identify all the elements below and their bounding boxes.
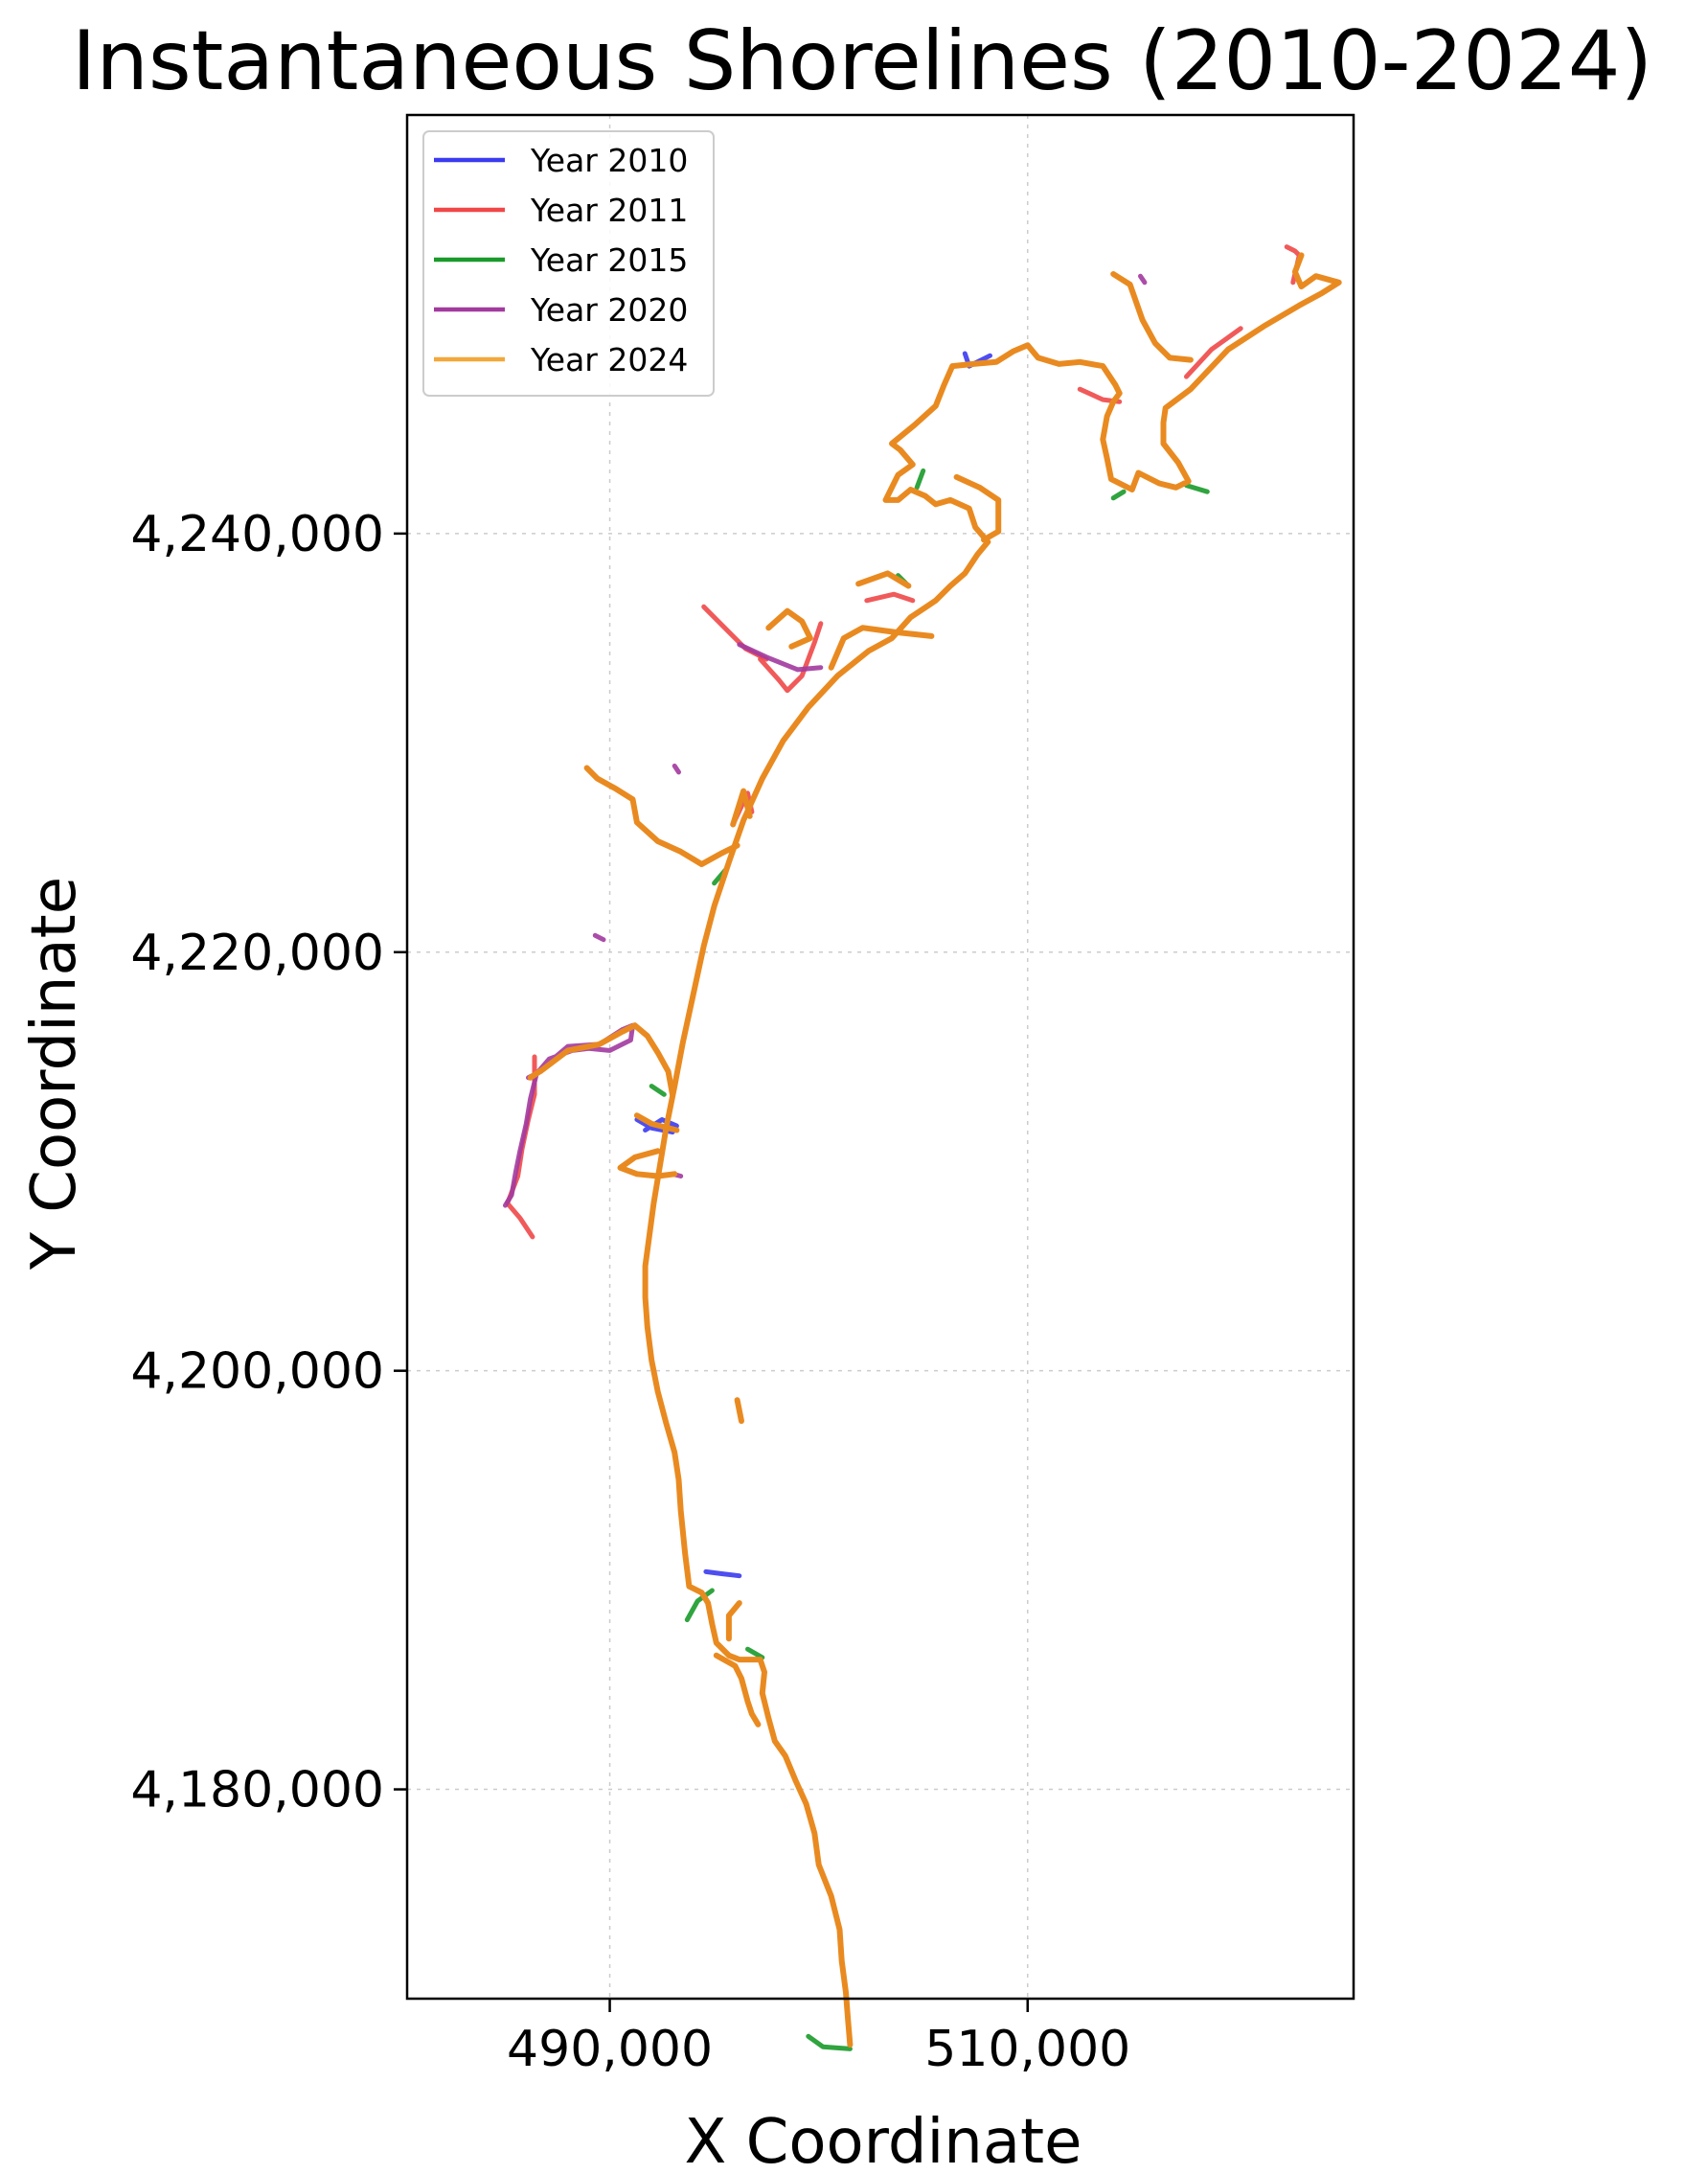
series-segment-year-2024 [617, 1148, 678, 1179]
series-segment-year-2011 [758, 621, 824, 694]
y-tick-label: 4,220,000 [130, 925, 384, 982]
series-segment-year-2015 [1110, 489, 1127, 501]
series-layer [503, 244, 1342, 2051]
legend-label-year-2020: Year 2020 [530, 291, 688, 329]
legend: Year 2010 Year 2011 Year 2015 Year 2020 Year… [422, 130, 715, 397]
y-tick-label: 4,180,000 [130, 1762, 384, 1819]
series-segment-year-2015 [914, 468, 926, 491]
legend-box [422, 130, 715, 397]
y-tick-label: 4,240,000 [130, 506, 384, 563]
series-segment-year-2024 [1110, 271, 1194, 363]
series-segment-year-2024 [765, 607, 813, 650]
series-segment-year-2015 [684, 1588, 715, 1623]
legend-label-year-2011: Year 2011 [530, 192, 688, 229]
x-tick-label: 490,000 [507, 2021, 713, 2078]
series-segment-year-2024 [855, 570, 912, 589]
plot-frame [405, 113, 1355, 2001]
series-segment-year-2020 [1138, 273, 1148, 286]
series-segment-year-2024 [730, 788, 753, 828]
series-segment-year-2024 [734, 1397, 744, 1425]
series-segment-year-2024 [713, 1652, 762, 1728]
series-segment-year-2015 [745, 1646, 765, 1660]
legend-label-year-2024: Year 2024 [530, 341, 688, 378]
x-tick-label: 510,000 [924, 2021, 1130, 2078]
series-segment-year-2011 [864, 591, 916, 604]
series-line-year-2024 [642, 252, 1342, 2048]
series-segment-year-2011 [1184, 326, 1243, 379]
y-tick-label: 4,200,000 [130, 1343, 384, 1401]
series-segment-year-2024 [633, 1112, 680, 1133]
series-segment-year-2010 [703, 1568, 742, 1579]
series-segment-year-2024 [953, 473, 1002, 543]
chart-title: Instantaneous Shorelines (2010-2024) [72, 13, 1652, 109]
series-line-year-2015 [806, 2033, 853, 2051]
series-segment-year-2020 [737, 642, 824, 673]
series-segment-year-2024 [828, 625, 935, 671]
series-segment-year-2024 [527, 1022, 675, 1098]
series-segment-year-2020 [672, 763, 681, 775]
grid-layer [407, 115, 1354, 1999]
series-segment-year-2015 [649, 1084, 667, 1097]
legend-label-year-2015: Year 2015 [530, 241, 688, 279]
series-segment-year-2024 [725, 1600, 742, 1642]
x-axis-label: X Coordinate [684, 2107, 1082, 2174]
series-segment-year-2015 [1184, 483, 1210, 494]
series-segment-year-2024 [583, 765, 740, 867]
tick-layer: 490,000 510,000 4,180,000 4,200,000 4,220,00… [130, 506, 1130, 2078]
legend-label-year-2010: Year 2010 [530, 142, 688, 179]
y-axis-label: Y Coordinate [19, 877, 90, 1270]
series-segment-year-2020 [592, 932, 606, 943]
